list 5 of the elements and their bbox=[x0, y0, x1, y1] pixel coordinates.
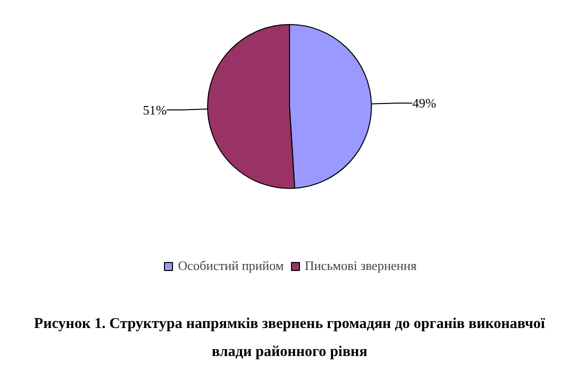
text: Рисунок 1. Структура напрямків звернень громадян до органів виконавчої влади районного рівня bbox=[34, 316, 546, 360]
legend-label: Письмові звернення bbox=[304, 258, 417, 274]
data-label: 49% bbox=[412, 96, 436, 111]
legend-label: Особистий прийом bbox=[178, 258, 284, 274]
data-label: 51% bbox=[142, 102, 167, 118]
